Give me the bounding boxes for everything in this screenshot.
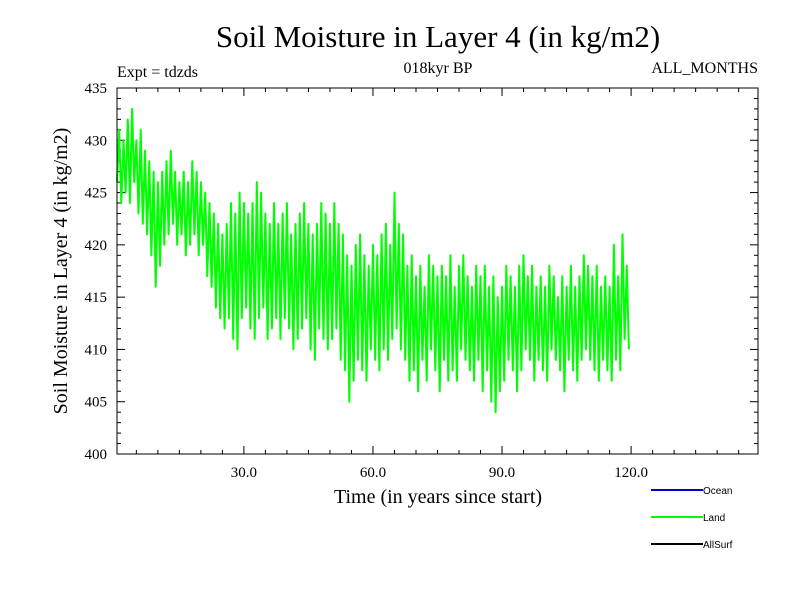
y-axis-label: Soil Moisture in Layer 4 (in kg/m2): [50, 128, 72, 415]
y-tick-label: 430: [85, 133, 108, 149]
x-tick-label: 60.0: [360, 465, 386, 481]
chart-subtitle: 018kyr BP: [404, 60, 473, 77]
y-tick-label: 405: [85, 395, 108, 411]
plot-frame: [116, 87, 759, 455]
x-tick-label: 30.0: [231, 465, 257, 481]
y-tick-label: 400: [85, 447, 108, 463]
y-tick-label: 415: [85, 290, 108, 306]
y-tick-label: 420: [85, 238, 108, 254]
experiment-label: Expt = tdzds: [117, 64, 198, 81]
x-tick-label: 120.0: [614, 465, 648, 481]
months-label: ALL_MONTHS: [651, 60, 758, 77]
x-axis: 30.0 60.0 90.0 120.0: [135, 88, 740, 481]
legend-label-ocean: Ocean: [703, 486, 732, 497]
series-layer: [116, 107, 630, 414]
y-tick-label: 435: [85, 81, 108, 97]
y-tick-label: 425: [85, 186, 108, 202]
legend-label-land: Land: [703, 513, 725, 524]
y-tick-label: 410: [85, 342, 108, 358]
legend: Ocean Land AllSurf: [651, 486, 733, 551]
x-axis-label: Time (in years since start): [334, 486, 542, 508]
series-line-land: [116, 107, 630, 414]
x-tick-label: 90.0: [489, 465, 515, 481]
chart-title: Soil Moisture in Layer 4 (in kg/m2): [216, 19, 660, 54]
legend-label-allsurf: AllSurf: [703, 540, 733, 551]
